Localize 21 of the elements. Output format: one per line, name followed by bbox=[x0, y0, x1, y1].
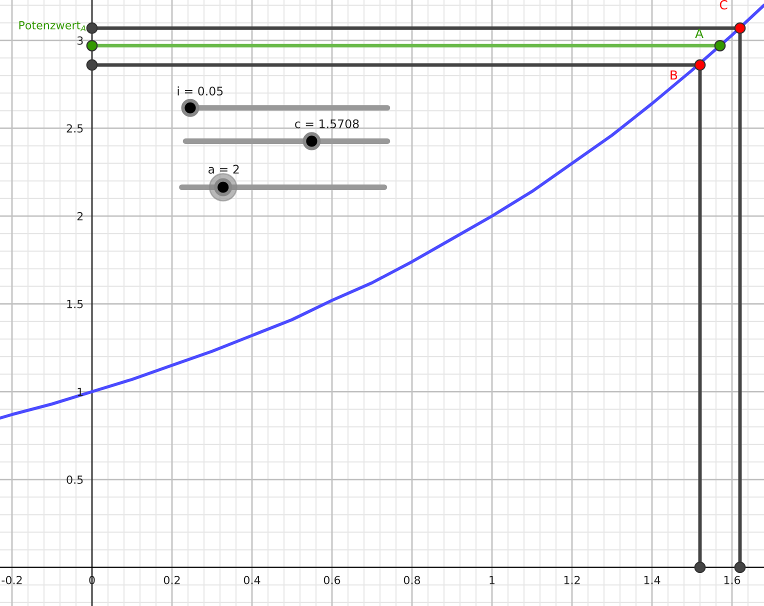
x-tick-label: 0.2 bbox=[164, 576, 180, 584]
annotation: B bbox=[670, 70, 678, 80]
annotation: c = 1.5708 bbox=[295, 119, 359, 128]
annotation: i = 0.05 bbox=[178, 86, 223, 96]
y-tick-label: 2 bbox=[77, 212, 83, 220]
x-tick-label: 1.6 bbox=[724, 576, 740, 584]
annotation: a = 2 bbox=[208, 164, 239, 174]
annotation: Potenzwert$_{A}$ bbox=[19, 21, 86, 32]
y-tick-label: 1.5 bbox=[67, 300, 83, 308]
y-tick-label: 0.5 bbox=[66, 476, 83, 484]
annotation: A bbox=[695, 28, 704, 38]
y-tick-label: 3 bbox=[77, 36, 83, 45]
y-tick-label: 2.5 bbox=[66, 124, 83, 133]
x-tick-label: 1 bbox=[490, 576, 495, 584]
x-tick-label: 0.6 bbox=[324, 576, 340, 584]
x-tick-label: -0.2 bbox=[2, 576, 22, 584]
x-tick-label: 1.4 bbox=[644, 576, 660, 584]
x-tick-label: 1.2 bbox=[564, 576, 580, 584]
x-tick-label: 0.4 bbox=[244, 576, 260, 584]
x-tick-label: 0.8 bbox=[404, 576, 420, 584]
annotation: C bbox=[720, 0, 728, 10]
